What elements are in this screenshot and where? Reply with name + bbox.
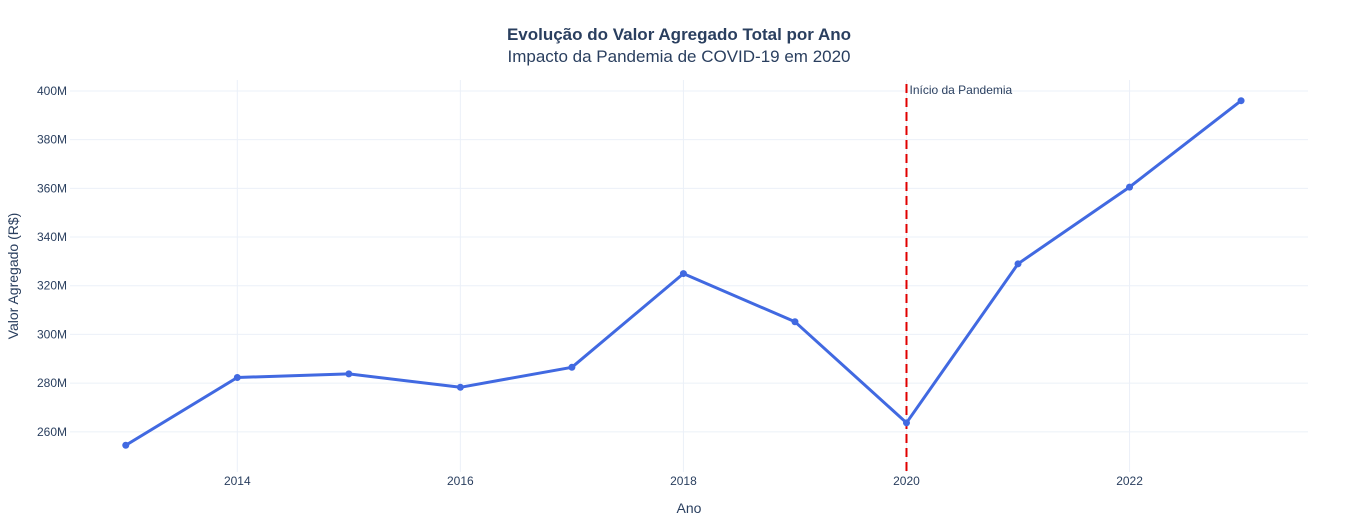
data-point — [1237, 97, 1245, 105]
data-point — [902, 419, 910, 427]
y-tick-label: 320M — [37, 279, 67, 293]
data-point — [679, 270, 687, 278]
data-point — [791, 318, 799, 326]
data-point — [233, 374, 241, 382]
x-axis: 2014 2016 2018 2020 2022 — [224, 474, 1143, 488]
x-tick-label: 2020 — [893, 474, 920, 488]
data-point — [1014, 260, 1022, 268]
x-tick-label: 2022 — [1116, 474, 1143, 488]
y-tick-label: 400M — [37, 84, 67, 98]
x-tick-label: 2014 — [224, 474, 251, 488]
y-axis: 260M 280M 300M 320M 340M 360M 380M 400M — [37, 84, 67, 439]
data-point — [122, 441, 130, 449]
y-tick-label: 380M — [37, 133, 67, 147]
x-tick-label: 2016 — [447, 474, 474, 488]
y-tick-label: 340M — [37, 230, 67, 244]
x-axis-title: Ano — [677, 500, 702, 516]
y-tick-label: 300M — [37, 327, 67, 341]
pandemic-annotation: Início da Pandemia — [909, 83, 1012, 97]
pandemic-marker: Início da Pandemia — [905, 83, 1013, 472]
data-point — [456, 383, 464, 391]
y-axis-title: Valor Agregado (R$) — [5, 213, 21, 340]
y-tick-label: 360M — [37, 181, 67, 195]
y-tick-label: 260M — [37, 425, 67, 439]
data-point — [1126, 183, 1134, 191]
x-tick-label: 2018 — [670, 474, 697, 488]
y-tick-label: 280M — [37, 376, 67, 390]
series — [122, 97, 1245, 449]
data-point — [345, 370, 353, 378]
data-point — [568, 363, 576, 371]
chart-title: Evolução do Valor Agregado Total por Ano — [507, 25, 851, 44]
chart-subtitle: Impacto da Pandemia de COVID-19 em 2020 — [507, 47, 850, 66]
